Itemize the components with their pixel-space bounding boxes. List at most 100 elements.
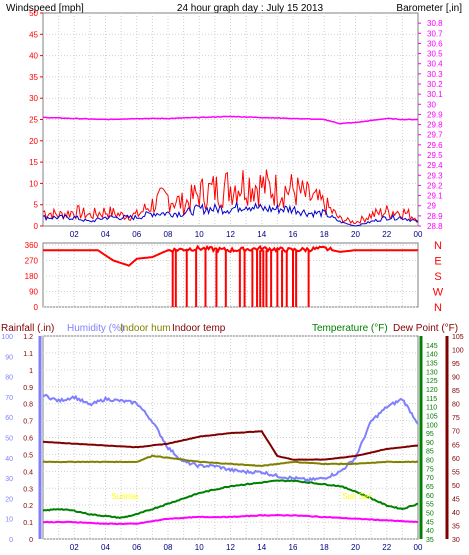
dewpoint-tick-label: 95 (452, 361, 460, 368)
indoor_temp-series-line (42, 430, 419, 461)
temperature-tick-label: 35 (426, 537, 434, 544)
temperature-tick-label: 140 (426, 352, 438, 359)
hour-tick-label: 02 (70, 230, 79, 239)
temperature-tick-label: 80 (426, 458, 434, 465)
barometer-tick-label: 30 (427, 100, 436, 109)
barometer-tick-label: 29.5 (427, 151, 443, 160)
windspeed-tick-label: 5 (34, 201, 39, 210)
hour-tick-label: 06 (132, 543, 141, 552)
hour-tick-label: 12 (226, 543, 235, 552)
hour-tick-label: 10 (195, 543, 204, 552)
barometer-tick-label: 30.1 (427, 90, 443, 99)
barometer-tick-label: 29.6 (427, 141, 443, 150)
windspeed-tick-label: 20 (29, 137, 38, 146)
temperature-series-line (42, 479, 419, 519)
compass-label: N (434, 240, 442, 252)
barometer-tick-label: 30.4 (427, 60, 443, 69)
dewpoint-tick-label: 45 (452, 496, 460, 503)
hour-tick-label: 08 (164, 543, 173, 552)
hour-tick-label: 14 (257, 230, 266, 239)
humidity-tick-label: 10 (5, 517, 13, 524)
sunrise-marker: Sunrise (111, 492, 139, 501)
humidity-tick-label: 80 (5, 375, 13, 382)
barometer-tick-label: 29.1 (427, 192, 443, 201)
temperature-tick-label: 40 (426, 528, 434, 535)
temperature-tick-label: 50 (426, 511, 434, 518)
direction-series-line (43, 244, 418, 267)
direction-tick-label: 270 (25, 257, 39, 266)
temperature-tick-label: 125 (426, 378, 438, 385)
direction-tick-label: 90 (29, 288, 38, 297)
dewpoint-ticks: 30 35 40 45 50 55 60 65 70 75 80 85 90 95 100 105 (452, 334, 464, 544)
dewpoint-tick-label: 100 (452, 348, 464, 355)
barometer-tick-label: 30.2 (427, 80, 443, 89)
temperature-tick-label: 45 (426, 519, 434, 526)
compass-label: E (434, 256, 441, 268)
gust-series-line (42, 169, 419, 225)
hour-tick-label: 00 (414, 230, 423, 239)
barometer-ticks: 28.828.92929.129.229.329.429.529.629.729… (418, 19, 443, 231)
rainfall-tick-label: 0.8 (23, 402, 33, 409)
indoor-hum-label: Indoor hum (120, 323, 171, 334)
windspeed-ticks: 0 5 10 15 20 25 30 35 40 45 50 (29, 9, 43, 231)
temperature-tick-label: 70 (426, 475, 434, 482)
windspeed-tick-label: 35 (29, 73, 38, 82)
temperature-tick-label: 55 (426, 502, 434, 509)
dewpoint-tick-label: 65 (452, 442, 460, 449)
wind-panel: Windspeed [mph] 24 hour graph day : July… (6, 3, 462, 239)
dewpoint-tick-label: 40 (452, 510, 460, 517)
windspeed-tick-label: 30 (29, 94, 38, 103)
dewpoint-tick-label: 70 (452, 429, 460, 436)
temperature-tick-label: 75 (426, 466, 434, 473)
direction-series (43, 244, 418, 307)
direction-tick-label: 0 (34, 303, 39, 312)
rainfall-tick-label: 0.6 (23, 436, 33, 443)
temperature-tick-label: 90 (426, 440, 434, 447)
windspeed-tick-label: 50 (29, 9, 38, 18)
hour-tick-label: 04 (101, 230, 110, 239)
temperature-tick-label: 135 (426, 360, 438, 367)
humidity-axis-label: Humidity (%) (67, 323, 124, 334)
dewpoint-axis-label: Dew Point (°F) (393, 323, 458, 334)
temperature-tick-label: 65 (426, 484, 434, 491)
rainfall-tick-label: 0.4 (23, 469, 33, 476)
barometer-tick-label: 29.9 (427, 110, 443, 119)
compass-label: S (434, 271, 441, 283)
windspeed-tick-label: 0 (34, 222, 39, 231)
hour-tick-label: 12 (226, 230, 235, 239)
rainfall-tick-label: 0.5 (23, 452, 33, 459)
temp-gridlines (43, 335, 418, 540)
barometer-tick-label: 29.2 (427, 181, 443, 190)
dewpoint-tick-label: 60 (452, 456, 460, 463)
wind-gridlines (43, 13, 418, 226)
temperature-tick-label: 85 (426, 449, 434, 456)
dewpoint-tick-label: 30 (452, 537, 460, 544)
temperature-tick-label: 120 (426, 387, 438, 394)
chart-title: 24 hour graph day : July 15 2013 (177, 3, 324, 14)
temp-humidity-panel: Rainfall (.in) Humidity (%) Indoor hum I… (1, 323, 464, 552)
dewpoint-tick-label: 55 (452, 469, 460, 476)
humidity-tick-label: 70 (5, 395, 13, 402)
direction-gridlines (43, 244, 418, 308)
dewpoint-tick-label: 80 (452, 402, 460, 409)
barometer-tick-label: 28.9 (427, 212, 443, 221)
hour-tick-label: 06 (132, 230, 141, 239)
direction-ticks: 0 90 180 270 360 (25, 241, 39, 312)
dewpoint-tick-label: 50 (452, 483, 460, 490)
temperature-axis-label: Temperature (°F) (312, 323, 388, 334)
indoor-temp-label: Indoor temp (172, 323, 226, 334)
humidity-tick-label: 60 (5, 415, 13, 422)
rainfall-tick-label: 0.2 (23, 503, 33, 510)
windspeed-tick-label: 25 (29, 116, 38, 125)
humidity-tick-label: 100 (1, 334, 13, 341)
hour-tick-label: 18 (320, 543, 329, 552)
dewpoint-tick-label: 90 (452, 375, 460, 382)
barometer-tick-label: 29.4 (427, 161, 443, 170)
temp-hour-ticks: 02 04 06 08 10 12 14 16 18 20 22 00 (70, 543, 423, 552)
rainfall-tick-label: 0.9 (23, 385, 33, 392)
rainfall-tick-label: 1 (29, 368, 33, 375)
humidity-ticks: 0 10 20 30 40 50 60 70 80 90 100 (1, 334, 13, 544)
barometer-tick-label: 29.3 (427, 171, 443, 180)
